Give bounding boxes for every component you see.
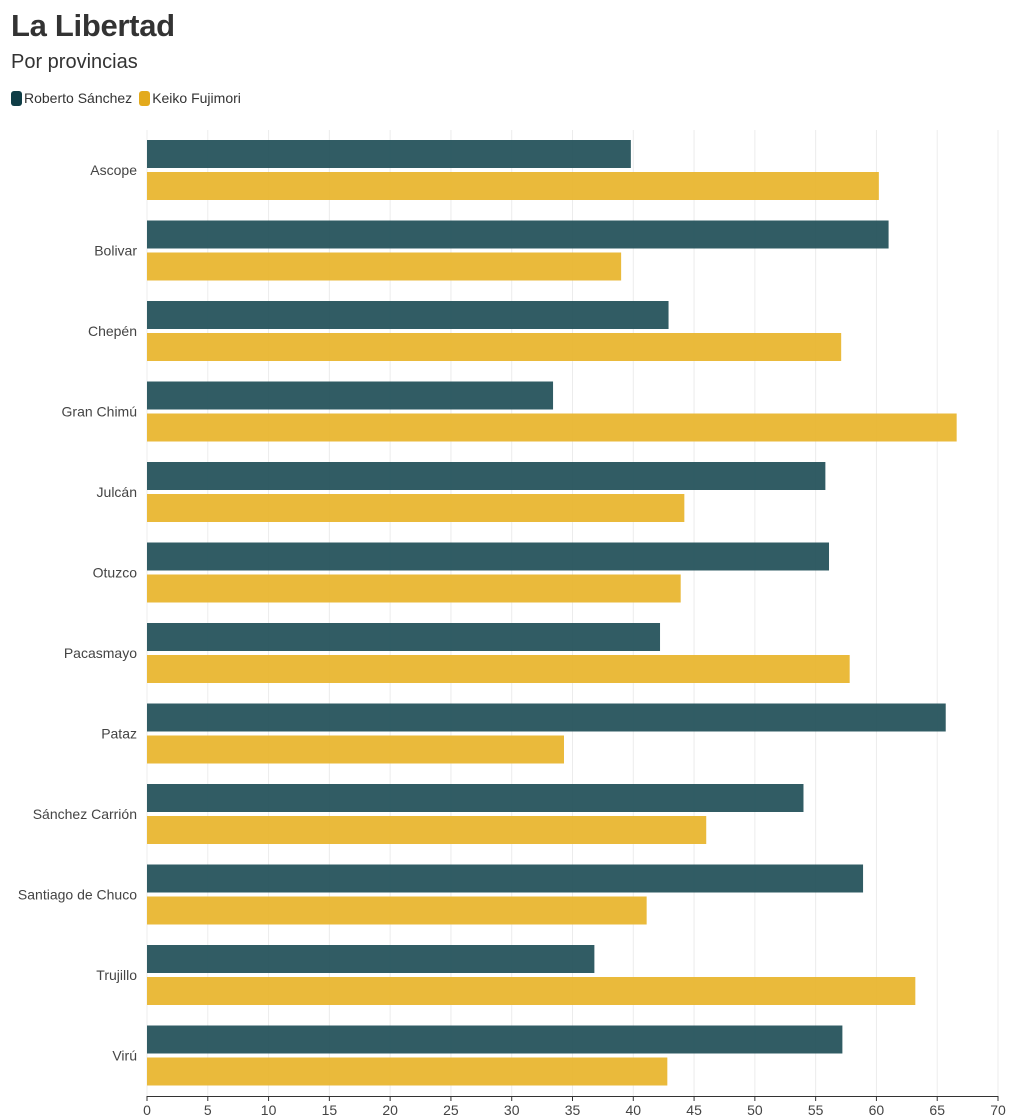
legend-label-keiko-fujimori: Keiko Fujimori (152, 90, 241, 106)
bar-roberto-sanchez-viru[interactable] (147, 1025, 843, 1054)
x-tick-label: 40 (625, 1102, 641, 1118)
bar-roberto-sanchez-pacasmayo[interactable] (147, 623, 661, 651)
bar-roberto-sanchez-sanchez-carrion[interactable] (147, 784, 804, 812)
bar-roberto-sanchez-gran-chimu[interactable] (147, 381, 554, 410)
bar-keiko-fujimori-gran-chimu[interactable] (147, 413, 957, 442)
category-label: Virú (112, 1048, 137, 1064)
category-label: Pataz (101, 726, 137, 742)
legend-swatch-roberto-sanchez (11, 90, 22, 106)
bar-keiko-fujimori-trujillo[interactable] (147, 977, 916, 1005)
category-label: Santiago de Chuco (18, 887, 137, 903)
bar-roberto-sanchez-santiago-de-chuco[interactable] (147, 864, 864, 893)
x-tick-label: 0 (143, 1102, 151, 1118)
x-tick-label: 45 (686, 1102, 702, 1118)
x-tick-label: 15 (322, 1102, 338, 1118)
x-tick-label: 55 (808, 1102, 824, 1118)
bar-roberto-sanchez-pataz[interactable] (147, 703, 946, 732)
chart-title: La Libertad (11, 8, 175, 43)
bar-keiko-fujimori-sanchez-carrion[interactable] (147, 816, 707, 844)
x-tick-label: 60 (869, 1102, 885, 1118)
category-label: Otuzco (93, 565, 138, 581)
bar-roberto-sanchez-otuzco[interactable] (147, 542, 830, 571)
category-label: Julcán (97, 484, 137, 500)
x-tick-label: 10 (261, 1102, 277, 1118)
category-label: Pacasmayo (64, 645, 137, 661)
bar-keiko-fujimori-otuzco[interactable] (147, 574, 681, 603)
bar-keiko-fujimori-pataz[interactable] (147, 735, 564, 764)
legend-item-roberto-sanchez[interactable]: Roberto Sánchez (11, 90, 132, 106)
x-tick-label: 70 (990, 1102, 1006, 1118)
category-label: Ascope (90, 162, 137, 178)
bar-roberto-sanchez-chepen[interactable] (147, 301, 669, 329)
bar-keiko-fujimori-viru[interactable] (147, 1057, 668, 1086)
legend-item-keiko-fujimori[interactable]: Keiko Fujimori (139, 90, 241, 106)
category-label: Sánchez Carrión (33, 806, 137, 822)
category-label: Chepén (88, 323, 137, 339)
chart-subtitle: Por provincias (11, 51, 138, 73)
bar-keiko-fujimori-chepen[interactable] (147, 333, 842, 361)
x-tick-label: 20 (382, 1102, 398, 1118)
category-label: Trujillo (96, 967, 137, 983)
x-tick-label: 25 (443, 1102, 459, 1118)
legend: Roberto Sánchez Keiko Fujimori (11, 90, 241, 106)
bar-keiko-fujimori-julcan[interactable] (147, 494, 685, 522)
bar-keiko-fujimori-santiago-de-chuco[interactable] (147, 896, 647, 925)
category-label: Bolivar (94, 243, 137, 259)
bar-keiko-fujimori-ascope[interactable] (147, 172, 879, 200)
bar-roberto-sanchez-ascope[interactable] (147, 140, 631, 168)
x-tick-label: 35 (565, 1102, 581, 1118)
x-tick-label: 65 (929, 1102, 945, 1118)
bar-keiko-fujimori-bolivar[interactable] (147, 252, 622, 281)
legend-swatch-keiko-fujimori (139, 90, 151, 106)
bar-roberto-sanchez-trujillo[interactable] (147, 945, 595, 973)
bar-keiko-fujimori-pacasmayo[interactable] (147, 655, 850, 683)
x-tick-label: 50 (747, 1102, 763, 1118)
category-label: Gran Chimú (62, 404, 137, 420)
x-tick-label: 30 (504, 1102, 520, 1118)
x-tick-label: 5 (204, 1102, 212, 1118)
legend-label-roberto-sanchez: Roberto Sánchez (24, 90, 133, 106)
bar-roberto-sanchez-bolivar[interactable] (147, 220, 889, 249)
bar-roberto-sanchez-julcan[interactable] (147, 462, 826, 490)
